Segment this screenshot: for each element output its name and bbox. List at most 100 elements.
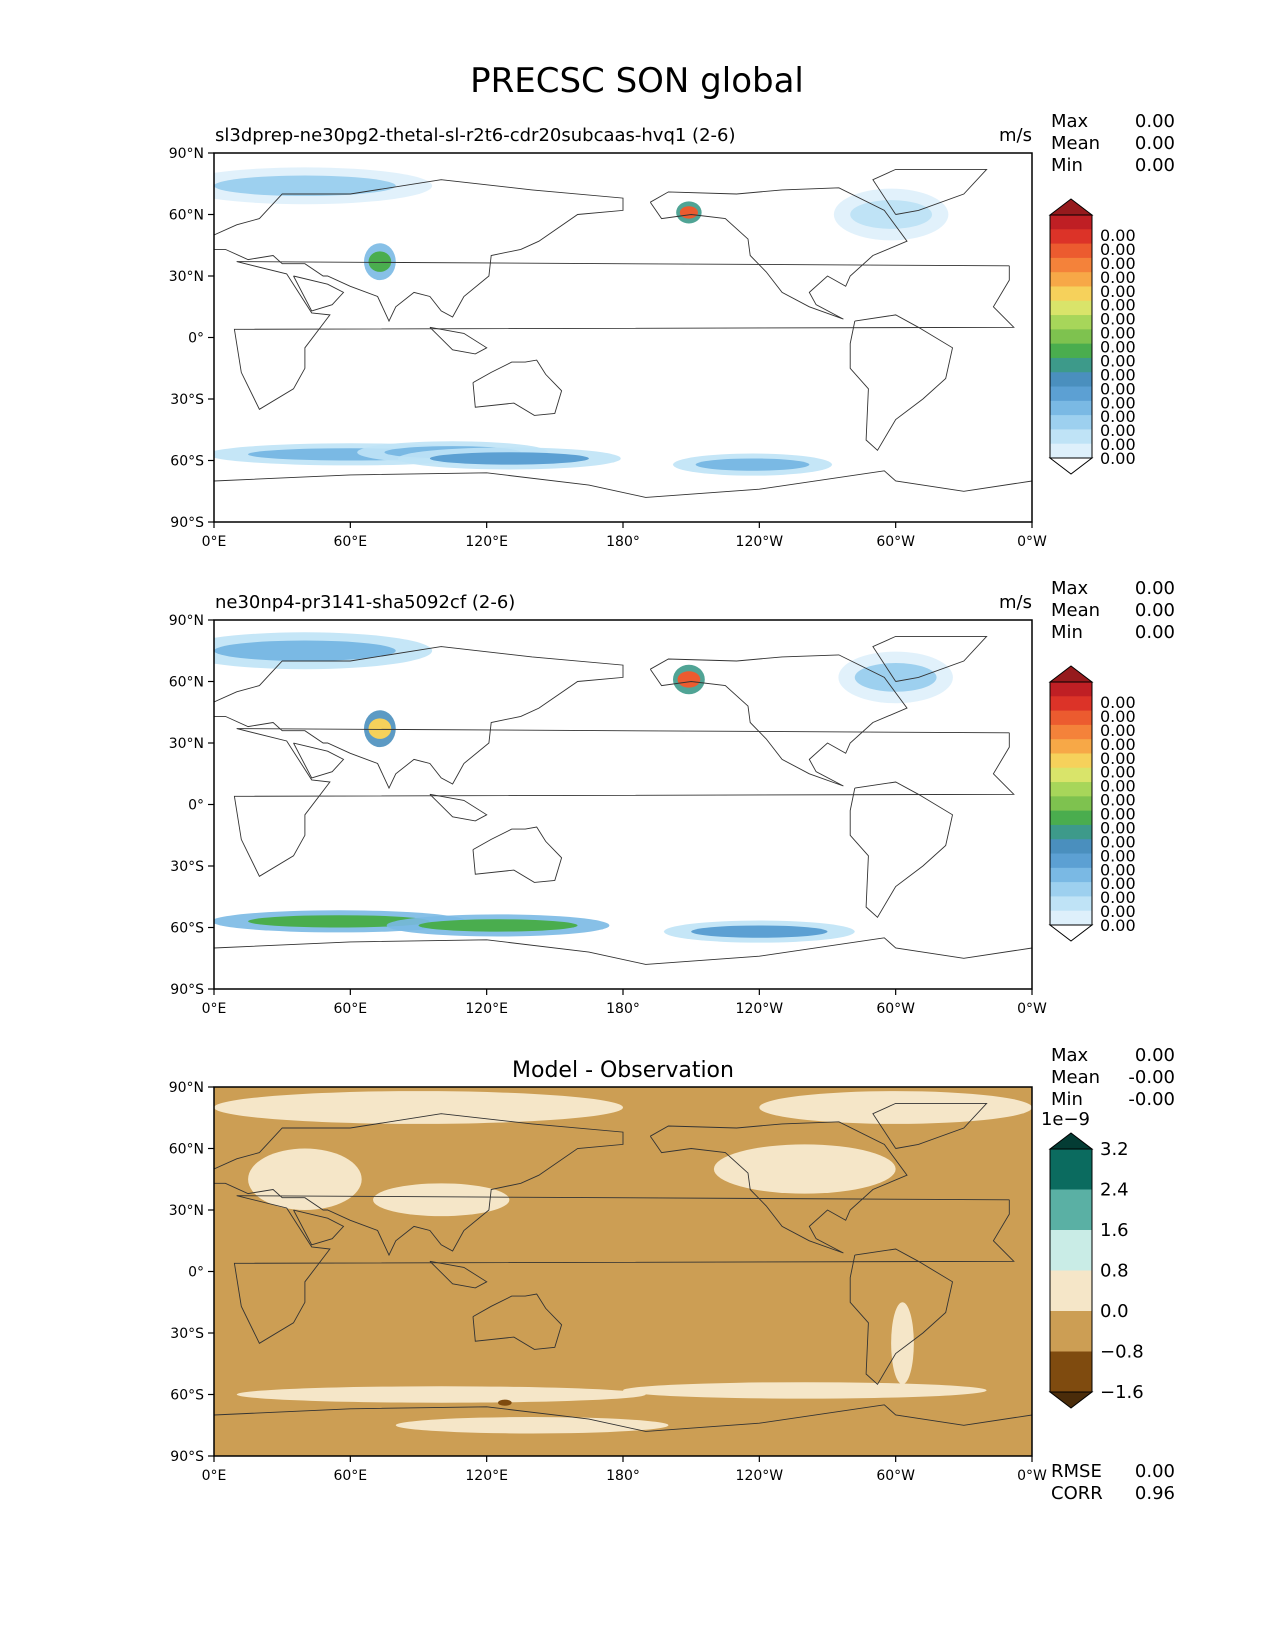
colorbar-tick-label: 0.00 [1100, 421, 1136, 440]
lon-tick-label: 60°E [333, 534, 367, 550]
lon-tick-label: 120°E [465, 534, 508, 550]
colorbar-tick-label: 0.00 [1100, 226, 1136, 245]
colorbar-tick-label: 0.00 [1100, 874, 1136, 893]
stat-value: 0.00 [1135, 155, 1175, 176]
coastline [293, 742, 345, 779]
field-feature [854, 663, 937, 692]
colorbar-segment [1050, 300, 1092, 316]
lat-tick-label: 30°S [170, 392, 204, 408]
stat-value: -0.00 [1128, 1089, 1175, 1110]
coastline [214, 179, 624, 323]
field-feature [214, 175, 396, 197]
panel-model: 90°N 60°N 30°N 0° 30°S 60°S 90°S 0°E 60°E 120°E 18… [169, 111, 1175, 550]
coastline [649, 187, 908, 320]
lon-tick-label: 60°E [333, 1001, 367, 1017]
colorbar-tick-label: 0.00 [1100, 310, 1136, 329]
lon-tick-label: 120°W [736, 534, 784, 550]
panel-title: sl3dprep-ne30pg2-thetal-sl-r2t6-cdr20sub… [215, 125, 736, 146]
colorbar-tick-label: 0.00 [1100, 693, 1136, 712]
lon-tick-label: 0°E [202, 1001, 227, 1017]
colorbar-tick-label: 0.00 [1100, 338, 1136, 357]
field-feature [759, 1091, 1032, 1124]
coastline [849, 781, 954, 919]
field-feature [368, 251, 392, 272]
field-feature [429, 452, 589, 465]
colorbar-tick-label: 0.00 [1100, 902, 1136, 921]
colorbar-tick-label: 0.00 [1100, 860, 1136, 879]
coastline [233, 261, 1015, 410]
colorbar-tick-label: 0.00 [1100, 735, 1136, 754]
colorbar-tick-label: 0.00 [1100, 324, 1136, 343]
lat-tick-label: 90°N [169, 613, 204, 629]
colorbar-segment [1050, 443, 1092, 459]
stat-value: 0.00 [1135, 622, 1175, 643]
lon-tick-label: 180° [606, 1468, 640, 1484]
stat-label: Mean [1051, 1067, 1100, 1088]
colorbar-tick-label: 0.00 [1100, 296, 1136, 315]
colorbar-tick-label: −1.6 [1100, 1382, 1144, 1403]
field-feature [679, 206, 698, 219]
lon-tick-label: 120°E [465, 1001, 508, 1017]
coastline [429, 326, 488, 355]
lat-tick-label: 60°S [170, 921, 204, 937]
colorbar-segment [1050, 910, 1092, 926]
stat-label: Min [1051, 155, 1083, 176]
field-feature [691, 925, 828, 938]
plot-area [214, 620, 1032, 989]
colorbar-segment [1050, 257, 1092, 273]
lat-tick-label: 90°N [169, 1080, 204, 1096]
coastline [233, 728, 1015, 877]
colorbar-segment [1050, 1149, 1092, 1190]
lat-tick-label: 30°N [169, 1203, 204, 1219]
lon-tick-label: 60°W [876, 1001, 915, 1017]
field-feature [713, 1144, 896, 1194]
field-feature [368, 718, 392, 739]
lon-tick-label: 120°E [465, 1468, 508, 1484]
colorbar-frame [1049, 1148, 1093, 1393]
colorbar-segment [1050, 272, 1092, 287]
colorbar-segment [1050, 243, 1092, 259]
figure-title: PRECSC SON global [470, 61, 804, 101]
colorbar-segment [1050, 882, 1092, 897]
colorbar-tick-label: 0.00 [1100, 791, 1136, 810]
coastline [293, 275, 345, 312]
lon-tick-label: 180° [606, 534, 640, 550]
colorbar-tick-label: 0.8 [1100, 1261, 1129, 1282]
coastline [214, 1113, 624, 1257]
lat-tick-label: 0° [188, 331, 204, 347]
coastline [872, 168, 988, 215]
lat-tick-label: 90°S [170, 1449, 204, 1465]
colorbar-tick-label: 0.00 [1100, 888, 1136, 907]
colorbar-segment [1050, 896, 1092, 912]
stat-value: -0.00 [1128, 1067, 1175, 1088]
stat-label: Min [1051, 1089, 1083, 1110]
colorbar-segment [1050, 429, 1092, 445]
colorbar-tick-label: 0.00 [1100, 393, 1136, 412]
coastline [472, 359, 563, 416]
colorbar-extend-top [1048, 665, 1094, 683]
colorbar-segment [1050, 867, 1092, 883]
lat-tick-label: 90°S [170, 982, 204, 998]
colorbar-extend-top [1048, 198, 1094, 216]
coastline [872, 1102, 988, 1149]
colorbar-segment [1050, 739, 1092, 754]
plot-area [214, 1087, 1032, 1456]
colorbar-segment [1050, 810, 1092, 826]
field-feature [850, 200, 933, 229]
colorbar-segment [1050, 1270, 1092, 1312]
colorbar-tick-label: 0.00 [1100, 449, 1136, 468]
colorbar-extend-bottom [1048, 924, 1094, 942]
stat-label: Max [1051, 111, 1089, 132]
colorbar-segment [1050, 710, 1092, 726]
colorbar-tick-label: −0.8 [1100, 1342, 1144, 1363]
lat-tick-label: 90°S [170, 515, 204, 531]
colorbar-tick-label: 0.00 [1100, 351, 1136, 370]
lon-tick-label: 0°W [1017, 534, 1047, 550]
stat-value: 0.00 [1135, 600, 1175, 621]
colorbar-segment [1050, 782, 1092, 797]
lat-tick-label: 0° [188, 798, 204, 814]
stat-value: 0.00 [1135, 1045, 1175, 1066]
lon-tick-label: 60°W [876, 1468, 915, 1484]
stat-label: Min [1051, 622, 1083, 643]
